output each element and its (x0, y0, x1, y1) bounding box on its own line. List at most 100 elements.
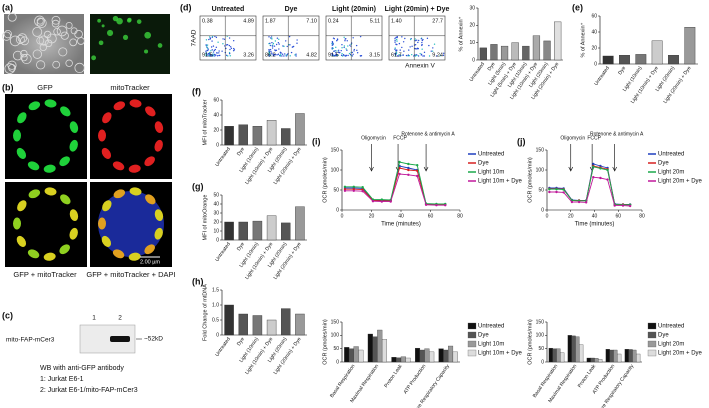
fluorescent-cell (126, 18, 132, 23)
point (584, 201, 588, 204)
mitochondria (16, 147, 27, 159)
point (435, 204, 438, 207)
point (380, 200, 384, 203)
point (361, 186, 364, 189)
y-tick-label: 50 (333, 187, 339, 193)
event (273, 45, 276, 47)
event (394, 37, 396, 40)
event (271, 38, 273, 40)
bar (567, 335, 572, 363)
y-tick-label: 150 (331, 147, 340, 153)
event (398, 42, 401, 45)
legend-label: Untreated (658, 152, 684, 158)
y-tick-label: 40 (591, 29, 597, 35)
event (432, 47, 434, 49)
legend-label: Dye (658, 333, 669, 339)
event (208, 36, 211, 38)
event (272, 42, 275, 45)
event (288, 35, 291, 38)
lane-label: 1 (92, 315, 96, 322)
event (333, 37, 335, 40)
point (613, 204, 616, 207)
quadrant-value: 1.40 (391, 18, 402, 24)
event (270, 37, 272, 39)
event (417, 47, 419, 50)
y-tick-label: 0.5 (212, 317, 219, 323)
event (348, 52, 351, 55)
event (208, 51, 211, 54)
event (225, 54, 228, 57)
bar (554, 21, 562, 61)
bar (651, 40, 663, 65)
panel-label: (g) (192, 181, 204, 191)
bar (500, 45, 509, 61)
point (592, 162, 595, 166)
event (394, 41, 396, 43)
mitochondria (60, 106, 71, 117)
y-tick-label: 50 (333, 346, 339, 352)
event (209, 38, 211, 40)
point (352, 189, 355, 192)
y-tick-label: 0 (216, 332, 219, 338)
cell (12, 50, 23, 61)
bar (405, 357, 411, 363)
event (422, 55, 424, 57)
event (223, 38, 226, 40)
event (341, 52, 343, 55)
bar (438, 348, 444, 363)
y-tick-label: 150 (536, 319, 545, 325)
event (396, 55, 399, 57)
mitochondria (69, 139, 78, 152)
event (268, 53, 271, 55)
bar (252, 315, 263, 336)
bar (224, 304, 234, 336)
bar (543, 40, 551, 61)
event (336, 40, 338, 42)
y-tick-label: 20 (469, 23, 475, 29)
mitochondria (144, 244, 155, 255)
plot-title: Untreated (212, 6, 245, 13)
size-label: ~52kD (144, 336, 163, 343)
y-axis-label: OCR (pmoles/min) (527, 157, 533, 203)
event (226, 44, 229, 46)
x-tick-label: Dye (236, 241, 246, 252)
event (336, 38, 339, 40)
legend-label: Dye (478, 333, 489, 339)
bar (548, 347, 553, 363)
event (421, 39, 424, 42)
event (212, 45, 215, 47)
event (268, 55, 270, 57)
cell (20, 53, 28, 62)
event (207, 49, 209, 52)
quadrant-value: 0.38 (202, 18, 213, 24)
point (548, 190, 551, 194)
bar (684, 27, 696, 65)
event (270, 50, 272, 53)
cell (65, 59, 73, 67)
event (280, 52, 282, 54)
bar (367, 333, 373, 363)
cell (15, 34, 25, 44)
point (548, 188, 551, 191)
point (562, 188, 565, 191)
fluorescent-cell (157, 43, 163, 48)
cell (4, 63, 16, 74)
bar (238, 221, 248, 241)
event (216, 55, 219, 57)
event (278, 43, 280, 45)
legend-label: Light 10m + Dye (478, 179, 523, 185)
bar (617, 353, 622, 363)
event (345, 54, 348, 57)
event (411, 45, 413, 48)
mitochondria (27, 249, 40, 259)
cell (52, 60, 61, 69)
point (398, 166, 401, 170)
event (336, 53, 338, 56)
bar (609, 349, 614, 363)
event (421, 48, 423, 50)
quadrant-value: 3.15 (369, 52, 380, 58)
event (331, 53, 334, 55)
panel-label: (d) (180, 2, 192, 12)
